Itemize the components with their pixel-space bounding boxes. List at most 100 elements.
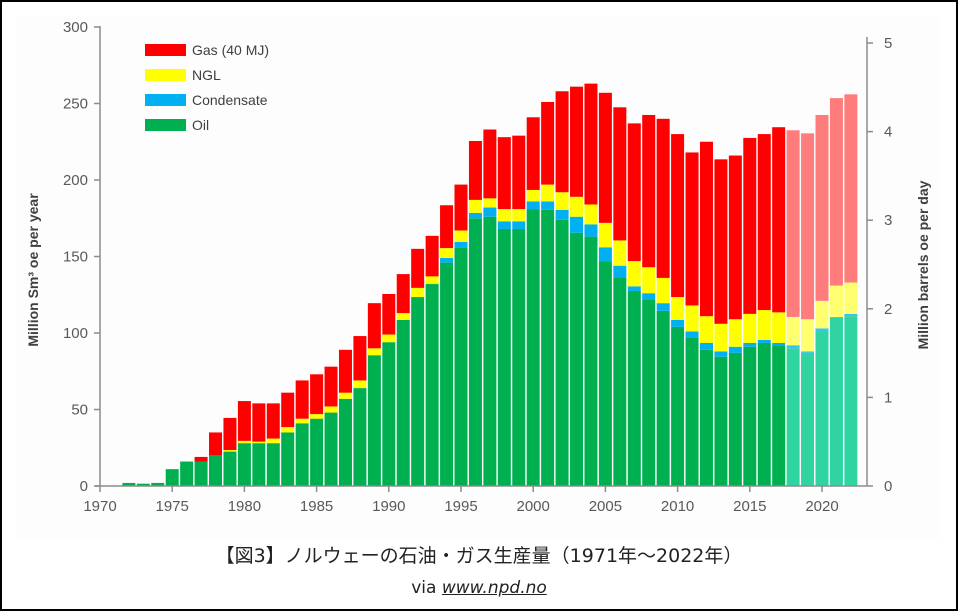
- bar-ngl-1999: [512, 209, 526, 222]
- bar-oil-2006: [613, 277, 627, 486]
- bar-oil-1992: [411, 297, 425, 486]
- bar-ngl-1983: [281, 427, 295, 433]
- bar-condensate-2022: [844, 313, 858, 317]
- bar-gas-40-mj-1990: [382, 293, 396, 335]
- bar-oil-2018: [786, 348, 800, 486]
- bar-gas-40-mj-1995: [454, 184, 468, 231]
- y2-tick-label: 3: [884, 212, 892, 229]
- x-tick-label: 1970: [83, 498, 116, 515]
- bar-oil-1972: [122, 482, 136, 486]
- bar-gas-40-mj-1982: [266, 403, 280, 439]
- bar-ngl-2022: [844, 282, 858, 314]
- y-tick-label: 100: [63, 325, 88, 342]
- legend-swatch-oil: [145, 119, 186, 131]
- bar-oil-1979: [223, 451, 237, 486]
- bar-gas-40-mj-1997: [483, 129, 497, 199]
- bar-gas-40-mj-2013: [714, 159, 728, 324]
- bar-condensate-2017: [772, 342, 786, 346]
- y-tick-label: 250: [63, 96, 88, 113]
- y-tick-label: 0: [80, 478, 88, 495]
- bar-condensate-2009: [656, 303, 670, 311]
- y2-tick-label: 5: [884, 35, 892, 52]
- bar-oil-2013: [714, 356, 728, 486]
- bar-condensate-2019: [801, 351, 815, 353]
- bar-oil-1991: [396, 320, 410, 486]
- bar-gas-40-mj-2019: [801, 133, 815, 320]
- bar-ngl-1991: [396, 313, 410, 320]
- bar-oil-1981: [252, 443, 266, 486]
- x-tick-label: 1990: [372, 498, 405, 515]
- bar-condensate-1999: [512, 221, 526, 229]
- bar-gas-40-mj-2008: [642, 114, 656, 268]
- bar-condensate-2002: [555, 209, 569, 220]
- x-tick-label: 1980: [228, 498, 261, 515]
- bar-oil-1982: [266, 443, 280, 486]
- bar-gas-40-mj-1991: [396, 274, 410, 314]
- bar-gas-40-mj-1984: [295, 380, 309, 419]
- bar-ngl-1997: [483, 198, 497, 208]
- bar-oil-2009: [656, 310, 670, 486]
- source-link[interactable]: www.npd.no: [441, 578, 547, 598]
- bar-gas-40-mj-2015: [743, 137, 757, 314]
- bar-gas-40-mj-2011: [685, 152, 699, 306]
- x-tick-label: 1995: [444, 498, 477, 515]
- bar-oil-2003: [570, 232, 584, 486]
- bar-oil-1995: [454, 247, 468, 486]
- bar-oil-1989: [367, 355, 381, 486]
- bar-oil-2020: [815, 331, 829, 486]
- bar-condensate-2016: [757, 339, 771, 343]
- bar-oil-1978: [209, 455, 223, 486]
- bar-condensate-2012: [699, 342, 713, 350]
- bar-oil-1998: [497, 228, 511, 486]
- bar-gas-40-mj-1980: [237, 401, 251, 441]
- bar-gas-40-mj-1989: [367, 303, 381, 349]
- bar-gas-40-mj-2021: [829, 98, 843, 286]
- bar-ngl-2004: [584, 204, 598, 225]
- bar-gas-40-mj-2004: [584, 83, 598, 205]
- bar-gas-40-mj-2016: [757, 134, 771, 311]
- bar-oil-1975: [165, 469, 179, 486]
- bar-gas-40-mj-1977: [194, 456, 208, 462]
- axes-group: 0 50 100 150 200 250 300 0 1 2 3 4 5 1970 1975 1980 1985…: [63, 19, 892, 515]
- bar-oil-2022: [844, 316, 858, 486]
- bar-condensate-2001: [541, 201, 555, 210]
- bars-group: [107, 83, 858, 487]
- bar-gas-40-mj-1999: [512, 135, 526, 210]
- bar-gas-40-mj-1981: [252, 403, 266, 442]
- legend-label: Gas (40 MJ): [192, 42, 269, 58]
- bar-oil-1987: [338, 398, 352, 486]
- bar-oil-1997: [483, 216, 497, 486]
- bar-ngl-1990: [382, 334, 396, 343]
- bar-condensate-2008: [642, 293, 656, 300]
- y2-tick-label: 4: [884, 124, 892, 141]
- bar-condensate-1996: [468, 212, 482, 219]
- bar-ngl-1992: [411, 287, 425, 298]
- bar-gas-40-mj-1994: [440, 205, 454, 249]
- x-tick-label: 2000: [517, 498, 550, 515]
- bar-gas-40-mj-2002: [555, 91, 569, 193]
- bar-gas-40-mj-1992: [411, 248, 425, 288]
- y2-axis-title: Million barrels oe per day: [915, 180, 931, 349]
- bar-condensate-1995: [454, 241, 468, 248]
- bar-gas-40-mj-2005: [598, 92, 612, 223]
- bar-ngl-2017: [772, 312, 786, 343]
- bar-ngl-1985: [310, 414, 324, 419]
- bar-condensate-2015: [743, 342, 757, 347]
- bar-oil-2002: [555, 219, 569, 486]
- bar-condensate-2003: [570, 216, 584, 233]
- bar-gas-40-mj-1983: [281, 392, 295, 428]
- y-tick-label: 50: [71, 402, 88, 419]
- bar-ngl-2008: [642, 267, 656, 294]
- bar-ngl-1984: [295, 418, 309, 424]
- x-tick-label: 2005: [589, 498, 622, 515]
- bar-oil-2019: [801, 352, 815, 486]
- bar-oil-1990: [382, 342, 396, 486]
- bar-gas-40-mj-2020: [815, 114, 829, 301]
- bar-gas-40-mj-1988: [353, 336, 367, 381]
- bar-ngl-1981: [252, 441, 266, 444]
- y2-tick-label: 0: [884, 478, 892, 495]
- source-line: via www.npd.no: [0, 578, 958, 598]
- bar-ngl-1988: [353, 380, 367, 389]
- x-tick-label: 1975: [156, 498, 189, 515]
- y2-tick-label: 2: [884, 301, 892, 318]
